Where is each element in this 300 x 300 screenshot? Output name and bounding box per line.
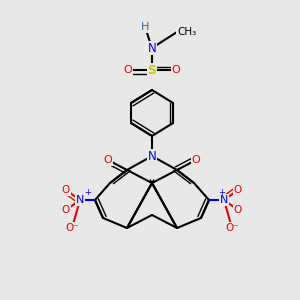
Text: N: N (76, 195, 84, 205)
Text: N: N (148, 149, 156, 163)
Text: O: O (234, 185, 242, 195)
Text: O: O (124, 65, 132, 75)
Text: O: O (62, 205, 70, 215)
Text: S: S (148, 64, 157, 76)
Text: O: O (234, 205, 242, 215)
Text: O: O (62, 185, 70, 195)
Text: N: N (220, 195, 228, 205)
Text: +: + (218, 188, 225, 197)
Text: O⁻: O⁻ (225, 223, 239, 233)
Text: O: O (192, 155, 200, 165)
Text: O: O (172, 65, 180, 75)
Text: CH₃: CH₃ (177, 27, 196, 37)
Text: O: O (103, 155, 112, 165)
Text: +: + (84, 188, 91, 197)
Text: O⁻: O⁻ (65, 223, 79, 233)
Text: H: H (141, 22, 149, 32)
Text: N: N (148, 41, 156, 55)
